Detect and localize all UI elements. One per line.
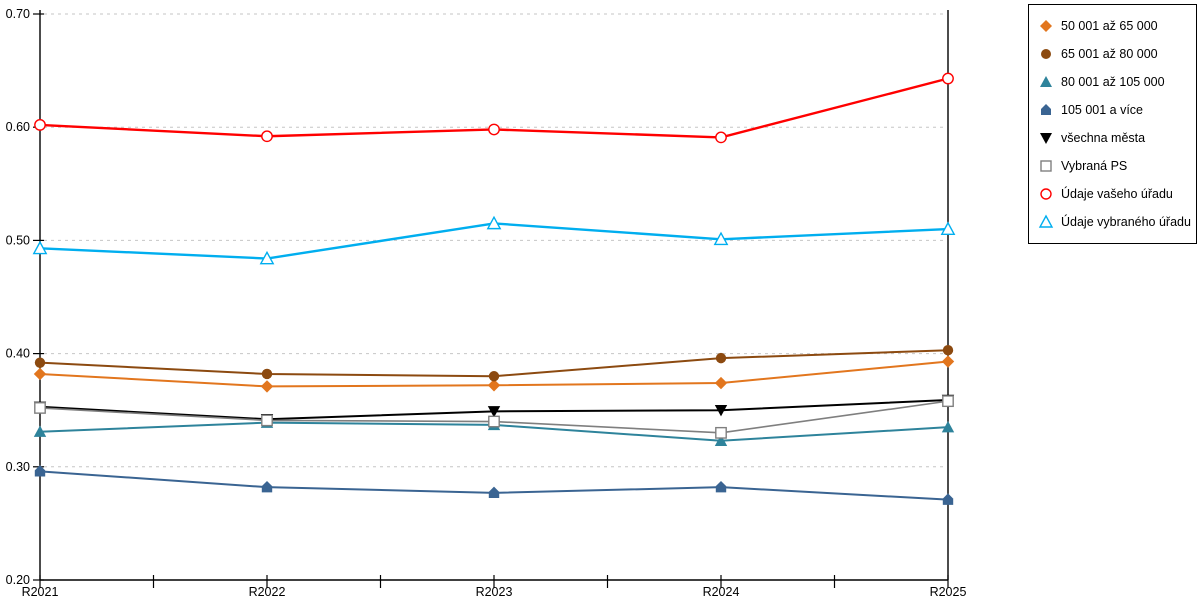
legend-item: 80 001 až 105 000: [1038, 68, 1188, 96]
square-marker-icon: [488, 415, 500, 428]
legend-label: všechna města: [1061, 131, 1146, 145]
pentagon-marker-icon: [488, 486, 500, 499]
legend-label: 80 001 až 105 000: [1061, 75, 1165, 89]
legend-label: Vybraná PS: [1061, 159, 1128, 173]
triangle-marker-icon: [33, 425, 47, 437]
triangle-marker-icon: [486, 215, 502, 230]
legend-label: 105 001 a více: [1061, 103, 1144, 117]
x-tick-label: R2024: [703, 585, 740, 599]
circle-marker-icon: [942, 72, 954, 85]
triangle-marker-icon: [1038, 214, 1054, 228]
y-tick-label: 0.50: [6, 233, 30, 247]
x-tick-label: R2023: [476, 585, 513, 599]
circle-marker-icon: [34, 357, 46, 368]
square-marker-icon: [715, 426, 727, 439]
triangle-marker-icon: [713, 231, 729, 246]
triangle-marker-icon: [941, 420, 955, 433]
diamond-marker-icon: [714, 376, 728, 390]
circle-marker-icon: [715, 131, 727, 144]
circle-marker-icon: [34, 119, 46, 131]
triangle-marker-icon: [32, 240, 48, 255]
diamond-marker-icon: [260, 380, 274, 393]
circle-marker-icon: [715, 352, 727, 364]
circle-marker-icon: [261, 130, 273, 143]
legend-item: 50 001 až 65 000: [1038, 12, 1188, 40]
y-tick-label: 0.40: [6, 347, 30, 361]
square-marker-icon: [261, 414, 273, 427]
pentagon-marker-icon: [1041, 104, 1051, 115]
legend-item: Údaje vašeho úřadu: [1038, 180, 1188, 208]
open-circle-marker-icon: [1038, 186, 1054, 202]
circle-marker-icon: [1040, 188, 1052, 200]
x-tick-label: R2025: [930, 585, 967, 599]
open-triangle-marker-icon: [1038, 214, 1054, 230]
y-tick-label: 0.70: [6, 7, 30, 21]
y-tick-label: 0.60: [6, 120, 30, 134]
pentagon-marker-icon: [942, 493, 954, 505]
diamond-marker-icon: [1040, 20, 1052, 32]
pentagon-marker-icon: [34, 465, 46, 477]
triangle-down-marker-icon: [1040, 133, 1052, 144]
circle-marker-icon: [488, 123, 500, 136]
legend: 50 001 až 65 000 65 001 až 80 000 80 001…: [1028, 4, 1197, 244]
legend-item: všechna města: [1038, 124, 1188, 152]
triangle-marker-icon: [259, 250, 275, 265]
diamond-marker-icon: [941, 355, 955, 368]
legend-label: 65 001 až 80 000: [1061, 47, 1158, 61]
legend-item: Vybraná PS: [1038, 152, 1188, 180]
diamond-marker-icon: [1038, 18, 1054, 34]
triangle-marker-icon: [714, 434, 728, 446]
circle-marker-icon: [488, 371, 500, 382]
square-marker-icon: [942, 395, 954, 408]
square-marker-icon: [1040, 160, 1052, 172]
legend-label: Údaje vybraného úřadu: [1061, 215, 1191, 229]
circle-marker-icon: [942, 345, 954, 356]
pentagon-marker-icon: [261, 480, 273, 493]
legend-item: Údaje vybraného úřadu: [1038, 208, 1191, 236]
pentagon-marker-icon: [715, 480, 727, 493]
diamond-marker-icon: [487, 379, 501, 392]
x-tick-label: R2021: [22, 585, 59, 599]
legend-item: 105 001 a více: [1038, 96, 1188, 124]
square-marker-icon: [34, 402, 46, 414]
legend-label: 50 001 až 65 000: [1061, 19, 1158, 33]
triangle-marker-icon: [940, 221, 956, 235]
diamond-marker-icon: [33, 367, 47, 381]
triangle-down-marker-icon: [1038, 130, 1054, 146]
pentagon-marker-icon: [1038, 102, 1054, 118]
open-square-marker-icon: [1038, 158, 1054, 174]
triangle-down-marker-icon: [487, 406, 501, 418]
triangle-marker-icon: [1040, 76, 1052, 87]
y-tick-label: 0.20: [6, 573, 30, 587]
legend-label: Údaje vašeho úřadu: [1061, 187, 1173, 201]
circle-marker-icon: [261, 368, 273, 380]
y-tick-label: 0.30: [6, 460, 30, 474]
circle-marker-icon: [1038, 46, 1054, 62]
circle-marker-icon: [1041, 49, 1051, 59]
triangle-marker-icon: [1038, 74, 1054, 90]
x-tick-label: R2022: [249, 585, 286, 599]
triangle-down-marker-icon: [714, 405, 728, 417]
legend-item: 65 001 až 80 000: [1038, 40, 1188, 68]
